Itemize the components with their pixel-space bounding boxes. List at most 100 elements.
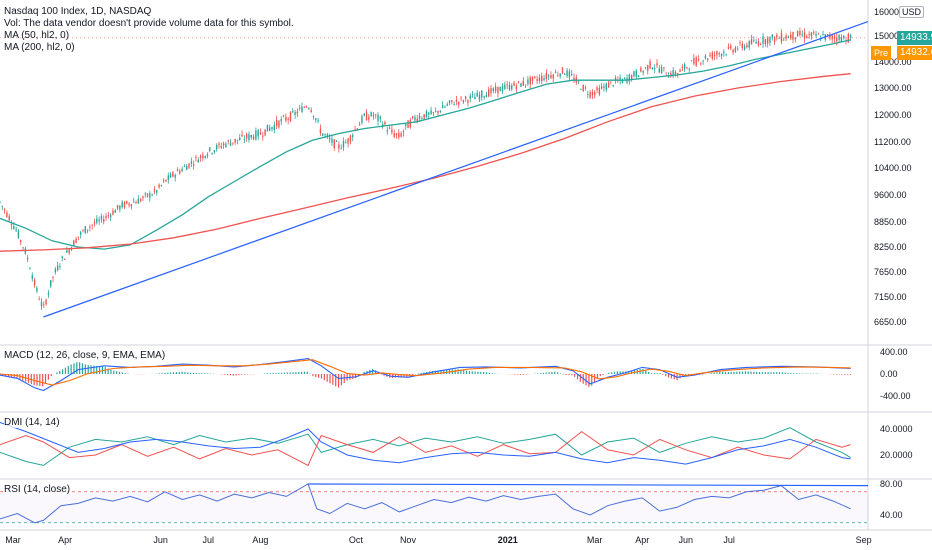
price-candle <box>176 169 179 172</box>
price-candle <box>702 60 704 62</box>
price-candle <box>248 134 250 140</box>
price-candle <box>139 199 142 202</box>
price-candle <box>501 86 504 92</box>
price-candle <box>536 79 538 82</box>
price-candle <box>391 129 393 133</box>
price-candle <box>750 39 753 45</box>
price-axis-tick-label: 9600.00 <box>874 190 907 200</box>
price-candle <box>289 112 292 121</box>
price-candle <box>545 73 548 79</box>
x-axis-tick-label: Apr <box>58 535 72 545</box>
price-candle <box>819 39 822 41</box>
price-candle <box>375 114 377 116</box>
price-candle <box>727 46 730 49</box>
price-candle <box>312 115 315 117</box>
price-trendline <box>43 21 869 318</box>
price-candle <box>409 120 412 128</box>
price-candle <box>573 77 575 82</box>
rsi-line <box>0 483 851 524</box>
price-candle <box>209 147 211 151</box>
price-axis-tick-label: 7150.00 <box>874 292 907 302</box>
price-candle <box>686 67 688 68</box>
price-candle <box>730 45 732 49</box>
price-candle <box>269 127 271 131</box>
price-candle <box>739 42 741 44</box>
price-candle <box>707 58 709 60</box>
price-candle <box>133 201 135 203</box>
price-candle <box>444 106 446 108</box>
price-candle <box>50 280 52 287</box>
x-axis-tick-label: Mar <box>5 535 21 545</box>
price-candle <box>414 117 416 121</box>
price-candle <box>499 86 501 92</box>
price-candle <box>33 279 36 286</box>
price-candle <box>531 76 534 81</box>
price-candle <box>328 137 331 140</box>
dmi-title[interactable]: DMI (14, 14) <box>4 417 60 428</box>
price-candle <box>709 54 711 57</box>
price-candle <box>660 67 663 74</box>
price-candle <box>515 85 518 90</box>
price-candle <box>10 224 13 226</box>
price-candle <box>29 268 31 270</box>
price-candle <box>704 55 707 59</box>
price-candle <box>363 113 365 116</box>
price-candle <box>843 35 845 38</box>
price-candle <box>446 104 448 106</box>
price-candle <box>250 135 252 138</box>
price-candle <box>324 134 326 136</box>
price-candle <box>822 33 824 36</box>
price-candle <box>534 76 536 78</box>
rsi-trendline <box>308 483 869 487</box>
price-candle <box>522 80 524 86</box>
price-candle <box>222 143 225 146</box>
price-candle <box>451 100 453 102</box>
price-candle <box>280 118 282 122</box>
price-candle <box>764 39 767 45</box>
price-candle <box>700 63 702 65</box>
price-candle <box>20 240 22 242</box>
price-candle <box>810 32 813 37</box>
price-axis-tick-label: 14000.00 <box>874 57 912 67</box>
price-candle <box>538 77 541 81</box>
price-candle <box>271 127 273 130</box>
x-axis-tick-label: Aug <box>252 535 268 545</box>
price-candle <box>128 203 130 206</box>
price-candle <box>476 92 478 97</box>
price-candle <box>467 100 469 103</box>
price-candle <box>448 100 451 103</box>
price-candle <box>679 69 681 72</box>
price-candle <box>232 142 234 144</box>
macd-title[interactable]: MACD (12, 26, close, 9, EMA, EMA) <box>4 350 166 361</box>
price-candle <box>753 40 755 42</box>
price-candle <box>716 51 718 56</box>
price-candle <box>697 59 700 61</box>
price-candle <box>561 67 564 74</box>
price-candle <box>239 137 241 141</box>
price-candle <box>204 155 206 158</box>
price-candle <box>298 107 301 109</box>
price-candle <box>690 60 693 62</box>
currency-badge[interactable]: USD <box>898 6 924 18</box>
rsi-title[interactable]: RSI (14, close) <box>4 484 71 495</box>
price-candle <box>24 248 27 254</box>
price-candle <box>826 34 829 35</box>
price-candle <box>262 135 264 137</box>
price-candle <box>365 112 368 121</box>
price-candle <box>748 40 750 48</box>
price-candle <box>45 299 47 305</box>
price-candle <box>384 121 386 125</box>
pre-price-tag: 14932.62 <box>897 46 932 60</box>
price-candle <box>252 136 255 140</box>
macd-signal-line <box>0 359 851 386</box>
price-candle <box>766 38 769 44</box>
price-candle <box>3 209 6 211</box>
price-candle <box>100 216 103 220</box>
ma50-legend[interactable]: MA (50, hl2, 0) <box>4 30 70 41</box>
price-candle <box>651 67 654 70</box>
ma200-line <box>0 73 851 252</box>
price-candle <box>405 124 407 126</box>
ma200-legend[interactable]: MA (200, hl2, 0) <box>4 42 75 53</box>
price-candle <box>195 156 197 158</box>
